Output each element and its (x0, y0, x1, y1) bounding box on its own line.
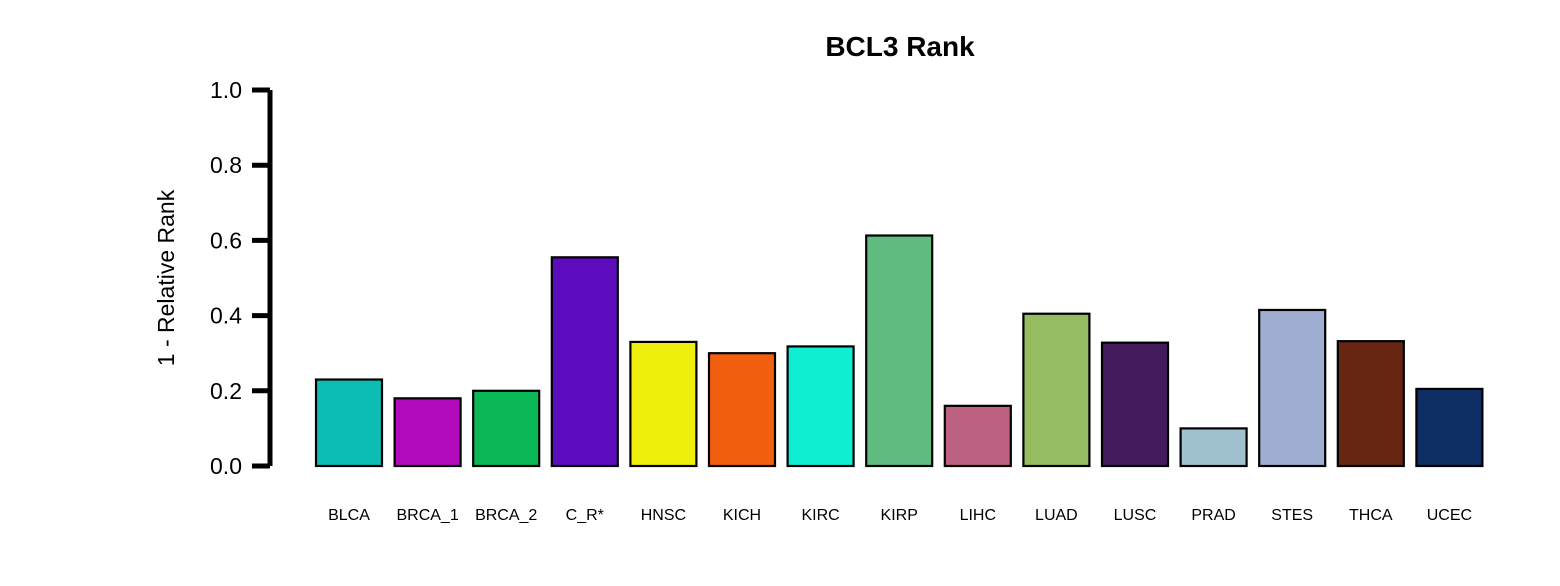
x-tick-label: BRCA_1 (396, 507, 458, 524)
y-tick-label: 0.6 (210, 227, 242, 253)
bar-kich (707, 352, 777, 468)
bar-luad (1022, 312, 1091, 468)
x-tick-label: HNSC (641, 507, 686, 524)
x-tick-label: KIRP (881, 507, 918, 524)
x-tick-label: BLCA (328, 507, 370, 524)
x-tick-label: LUAD (1035, 507, 1078, 524)
x-tick-label: PRAD (1191, 507, 1235, 524)
x-tick-label: STES (1271, 507, 1313, 524)
bar-c-r (550, 256, 619, 468)
bar-kirc (786, 345, 855, 468)
x-tick-label: LUSC (1114, 507, 1157, 524)
x-tick-label: C_R* (566, 507, 604, 524)
bar-blca (314, 378, 384, 468)
bars-group (314, 234, 1484, 468)
y-tick-label: 0.8 (210, 152, 242, 178)
x-tick-label: KIRC (801, 507, 839, 524)
x-tick-label: BRCA_2 (475, 507, 537, 524)
y-axis-label: 1 - Relative Rank (153, 189, 179, 366)
y-tick-label: 1.0 (210, 77, 242, 103)
x-tick-label: LIHC (960, 507, 996, 524)
bar-stes (1258, 308, 1327, 468)
y-tick-label: 0.0 (210, 453, 242, 479)
x-tick-labels: BLCA BRCA_1 BRCA_2 C_R* HNSC KICH KIRC KIRP LIHC… (328, 507, 1472, 524)
x-tick-label: THCA (1349, 507, 1393, 524)
bar-brca-1 (393, 397, 462, 468)
y-tick-label: 0.4 (210, 303, 242, 329)
bar-ucec (1415, 387, 1484, 468)
bar-lusc (1100, 341, 1170, 468)
bar-prad (1179, 427, 1248, 468)
y-tick-label: 0.2 (210, 378, 242, 404)
bar-hnsc (629, 340, 698, 468)
x-tick-label: KICH (723, 507, 761, 524)
x-tick-label: UCEC (1427, 507, 1472, 524)
bar-kirp (865, 234, 934, 468)
bar-brca-2 (472, 389, 541, 468)
bar-thca (1336, 340, 1405, 468)
chart-title: BCL3 Rank (825, 31, 975, 62)
y-axis: 0.0 0.2 0.4 0.6 0.8 1.0 (210, 77, 273, 479)
bar-lihc (943, 404, 1012, 468)
